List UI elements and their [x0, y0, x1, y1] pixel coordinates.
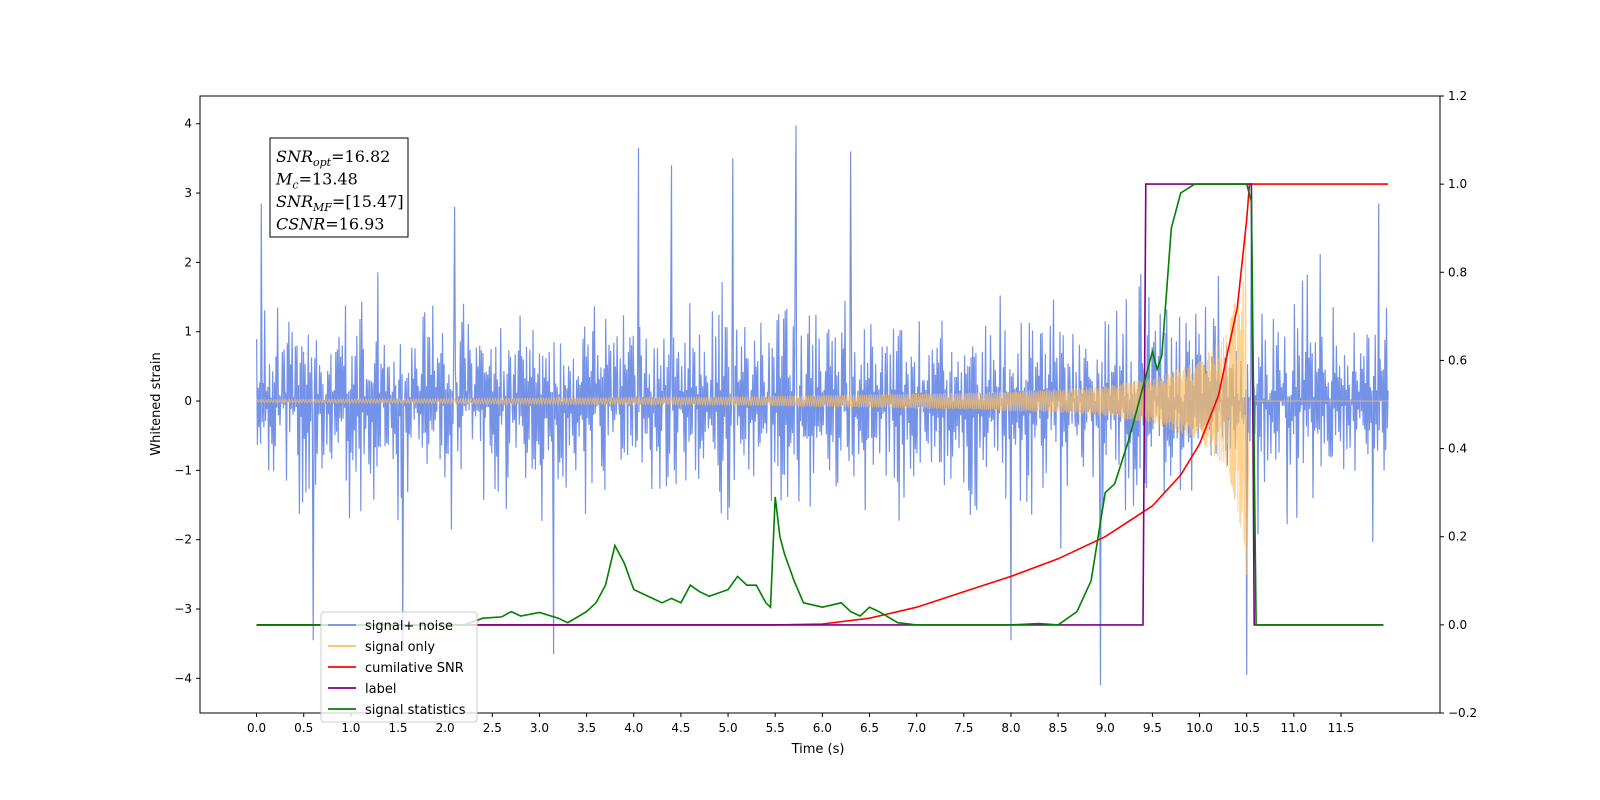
series-layer [256, 125, 1389, 686]
x-tick-label: 1.0 [341, 721, 360, 735]
stats-box-frame [269, 137, 409, 238]
x-axis-label: Time (s) [791, 742, 845, 757]
stats-value: =16.82 [331, 147, 390, 166]
stats-symbol: SNR [276, 147, 313, 166]
x-tick-label: 4.0 [624, 721, 643, 735]
series-cumilative-snr [256, 183, 1389, 626]
y-right-tick-label: 0.8 [1448, 265, 1467, 279]
plot-frame [199, 95, 1441, 714]
x-tick-label: 6.5 [860, 721, 879, 735]
stats-box: SNRopt=16.82Mc=13.48SNRMF=[15.47]CSNR=16… [269, 137, 409, 238]
legend: signal+ noise signal only cumilative SNR la… [320, 611, 478, 723]
stats-symbol: SNR [276, 192, 313, 211]
x-tick-label: 6.0 [813, 721, 832, 735]
y-left-tick-label: −3 [174, 602, 192, 616]
x-tick-label: 10.5 [1233, 721, 1260, 735]
y-left-tick-label: 3 [184, 186, 192, 200]
y-right-tick-label: 0.6 [1448, 353, 1467, 367]
x-axis-ticks: 0.0 0.5 1.0 1.5 2.0 2.5 3.0 3.5 4.0 4.5 5.0 5.5 6.0 6… [247, 713, 1354, 735]
legend-label: signal+ noise [365, 619, 453, 634]
x-tick-label: 3.5 [577, 721, 596, 735]
legend-frame [320, 611, 478, 723]
y-axis-label: Whitened strain [149, 352, 164, 455]
x-tick-label: 2.5 [483, 721, 502, 735]
stats-subscript: opt [313, 156, 332, 169]
x-tick-label: 5.5 [766, 721, 785, 735]
x-tick-label: 10.0 [1186, 721, 1213, 735]
stats-line: SNRMF=[15.47] [276, 192, 404, 214]
y-left-tick-label: 1 [184, 325, 192, 339]
y-left-tick-label: −4 [174, 671, 192, 685]
y-right-tick-label: 0.2 [1448, 530, 1467, 544]
y-left-tick-label: 2 [184, 255, 192, 269]
stats-value: =13.48 [299, 170, 358, 189]
y-axis-left-ticks: −4 −3 −2 −1 0 1 2 3 4 [174, 117, 200, 685]
y-right-tick-label: 0.0 [1448, 618, 1467, 632]
stats-subscript: MF [312, 201, 332, 214]
x-tick-label: 9.5 [1143, 721, 1162, 735]
x-tick-label: 4.5 [671, 721, 690, 735]
legend-label: signal only [365, 640, 435, 655]
x-tick-label: 7.5 [954, 721, 973, 735]
y-left-tick-label: −1 [174, 463, 192, 477]
legend-label: cumilative SNR [365, 661, 464, 676]
y-left-tick-label: 4 [184, 117, 192, 131]
y-right-tick-label: 1.2 [1448, 89, 1467, 103]
y-left-tick-label: 0 [184, 394, 192, 408]
stats-line: CSNR=16.93 [276, 215, 384, 234]
x-tick-label: 3.0 [530, 721, 549, 735]
stats-value: =16.93 [325, 215, 384, 234]
y-right-tick-label: 1.0 [1448, 177, 1467, 191]
series-signal-only [256, 232, 1389, 576]
x-tick-label: 11.0 [1280, 721, 1307, 735]
y-left-tick-label: −2 [174, 533, 192, 547]
series-signal-statistics [256, 183, 1384, 626]
y-right-tick-label: 0.4 [1448, 442, 1467, 456]
x-tick-label: 9.0 [1096, 721, 1115, 735]
x-tick-label: 5.0 [719, 721, 738, 735]
stats-line: Mc=13.48 [275, 170, 358, 192]
x-tick-label: 7.0 [907, 721, 926, 735]
stats-line: SNRopt=16.82 [276, 147, 390, 169]
x-tick-label: 8.0 [1001, 721, 1020, 735]
x-tick-label: 11.5 [1328, 721, 1355, 735]
stats-symbol: M [275, 170, 293, 189]
x-tick-label: 1.5 [388, 721, 407, 735]
x-tick-label: 2.0 [436, 721, 455, 735]
x-tick-label: 8.5 [1049, 721, 1068, 735]
y-axis-right-ticks: −0.2 0.0 0.2 0.4 0.6 0.8 1.0 1.2 [1440, 89, 1477, 720]
x-tick-label: 0.0 [247, 721, 266, 735]
legend-label: signal statistics [365, 703, 466, 718]
stats-value: =[15.47] [332, 192, 404, 211]
stats-symbol: CSNR [276, 215, 325, 234]
y-right-tick-label: −0.2 [1448, 706, 1477, 720]
stats-subscript: c [292, 179, 298, 192]
x-tick-label: 0.5 [294, 721, 313, 735]
legend-label: label [365, 682, 396, 697]
